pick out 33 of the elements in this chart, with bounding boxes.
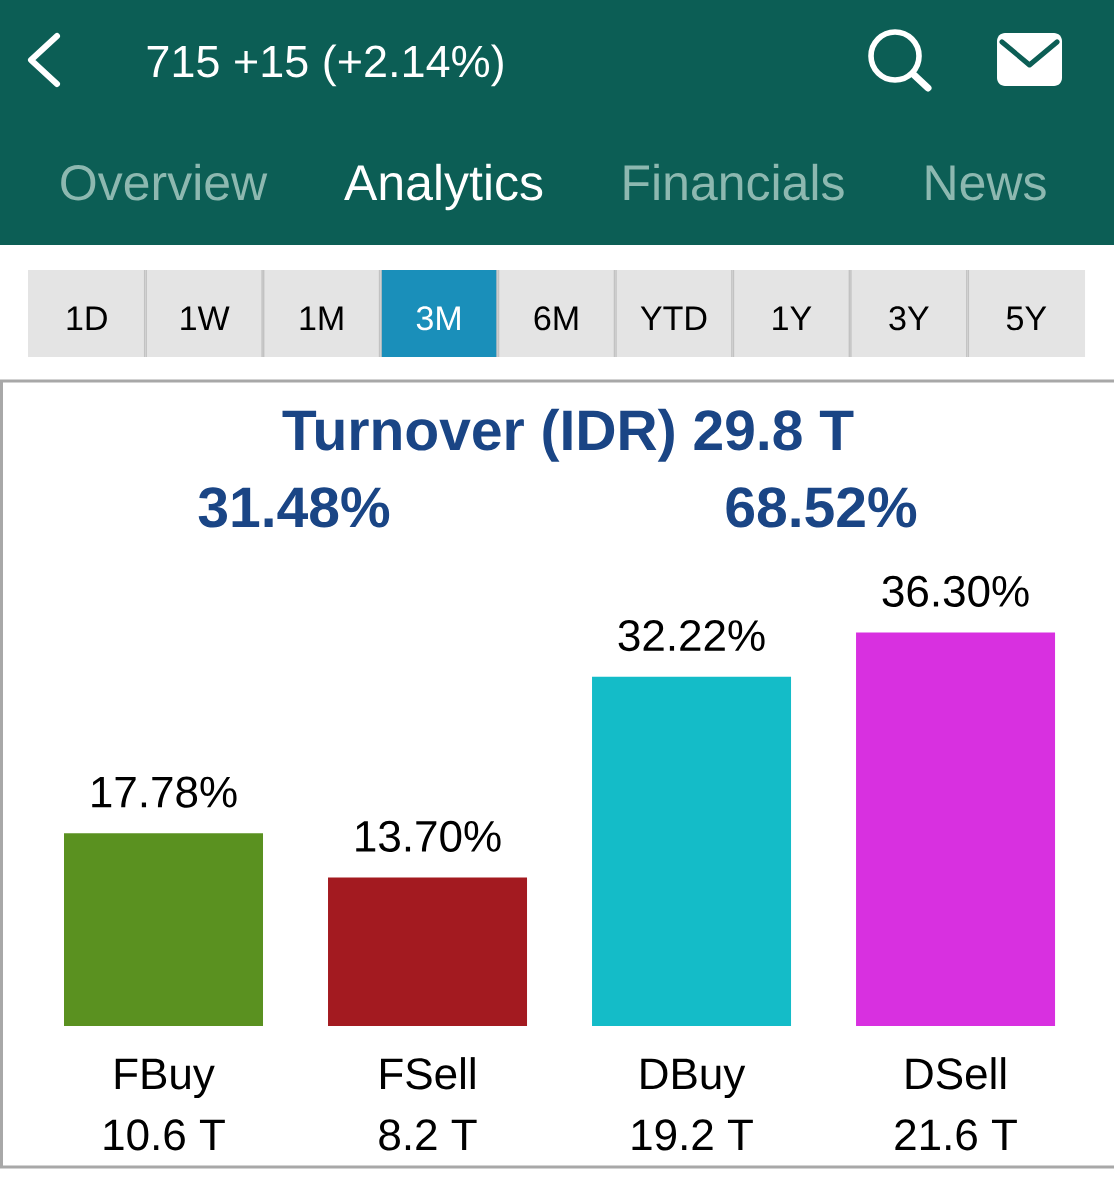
text: 1D	[67, 306, 107, 330]
bar	[856, 632, 1056, 1026]
text: 5Y	[1006, 306, 1047, 331]
text: News	[926, 165, 1046, 201]
data-label: 36.30%	[882, 575, 1029, 607]
text: 68.52%	[726, 487, 917, 528]
text: Financials	[624, 163, 844, 201]
x-tick-label: FBuy	[115, 1058, 215, 1099]
text: 3M	[416, 306, 460, 331]
text: 10.6 T	[104, 1119, 225, 1151]
x-tick-label: DBuy	[641, 1058, 746, 1099]
text: 3Y	[889, 306, 929, 331]
text: YTD	[640, 306, 707, 330]
data-label: 17.78%	[92, 776, 237, 808]
data-label: 13.70%	[356, 820, 501, 852]
text: 8.2 T	[379, 1119, 477, 1151]
text: 21.6 T	[895, 1119, 1017, 1151]
chart-title: Turnover (IDR) 29.8 T	[282, 408, 854, 462]
x-tick-label: FSell	[381, 1057, 475, 1090]
text: 1Y	[773, 306, 812, 330]
text: 1M	[300, 306, 343, 330]
bar	[64, 833, 264, 1026]
bar	[328, 877, 528, 1026]
text: Analytics	[344, 163, 543, 211]
text: 6M	[534, 306, 578, 331]
text: 31.48%	[198, 487, 390, 528]
text: 715 +15 (+2.14%)	[147, 44, 503, 87]
data-label: 32.22%	[618, 619, 765, 652]
bar	[592, 676, 792, 1026]
text: Overview	[61, 163, 268, 201]
text: 19.2 T	[632, 1119, 753, 1151]
text: 1W	[181, 306, 230, 330]
x-tick-label: DSell	[906, 1057, 1006, 1090]
